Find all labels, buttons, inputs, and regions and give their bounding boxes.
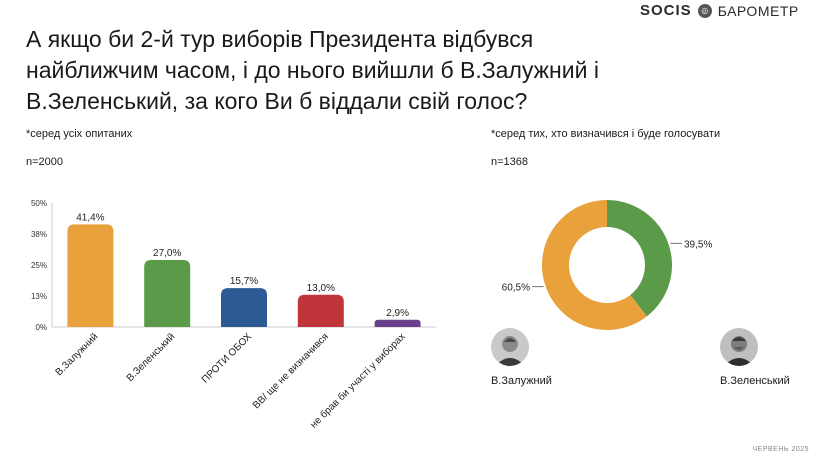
barometr-label: БАРОМЕТР xyxy=(717,2,799,19)
zaluzhnyi-avatar xyxy=(491,328,529,366)
y-tick-label: 25% xyxy=(31,261,47,270)
bar-data-label: 15,7% xyxy=(230,276,258,287)
right-sample-size: n=1368 xyxy=(491,156,529,168)
logo-emblem-icon: ◎ xyxy=(697,3,712,18)
y-tick-label: 13% xyxy=(31,292,47,301)
bar-data-label: 27,0% xyxy=(153,248,181,259)
left-sample-note: *серед усіх опитаних xyxy=(26,128,133,140)
brand-logo: SOCIS ◎ БАРОМЕТР xyxy=(640,2,799,19)
zaluzhnyi-name: В.Залужний xyxy=(491,375,552,387)
zelenskyi-avatar xyxy=(720,328,758,366)
bar-data-label: 41,4% xyxy=(76,212,104,223)
bar xyxy=(221,288,267,327)
date-footer: ЧЕРВЕНЬ 2025 xyxy=(752,446,809,453)
zelenskyi-name: В.Зеленський xyxy=(720,375,790,387)
category-label: ВВ/ ще не визначився xyxy=(251,331,331,411)
bar-data-label: 13,0% xyxy=(307,283,335,294)
bar-chart: 0% 13% 25% 38% 50% 41,4% В.Залужний 27,0% В.Зеле… xyxy=(31,199,436,431)
bar xyxy=(374,319,421,327)
bar xyxy=(144,260,191,327)
y-tick-label: 38% xyxy=(31,230,47,239)
donut-data-label: 60,5% xyxy=(502,283,530,294)
donut-slice xyxy=(607,200,672,317)
y-tick-label: 50% xyxy=(31,199,47,208)
socis-logo: SOCIS xyxy=(640,2,692,19)
y-tick-label: 0% xyxy=(35,323,47,332)
right-sample-note: *серед тих, хто визначився і буде голосу… xyxy=(491,128,721,140)
bar xyxy=(67,224,114,327)
category-label: В.Зеленський xyxy=(125,331,178,384)
bar xyxy=(297,294,344,327)
donut-data-label: 39,5% xyxy=(684,239,712,250)
donut-slice xyxy=(542,200,647,330)
donut-chart: 39,5% 60,5% xyxy=(502,200,712,330)
category-label: В.Залужний xyxy=(54,331,101,378)
category-label: ПРОТИ ОБОХ xyxy=(200,331,254,385)
left-sample-size: n=2000 xyxy=(26,156,64,168)
page-title: А якщо би 2-й тур виборів Президента від… xyxy=(26,26,599,114)
bar-data-label: 2,9% xyxy=(386,308,409,319)
